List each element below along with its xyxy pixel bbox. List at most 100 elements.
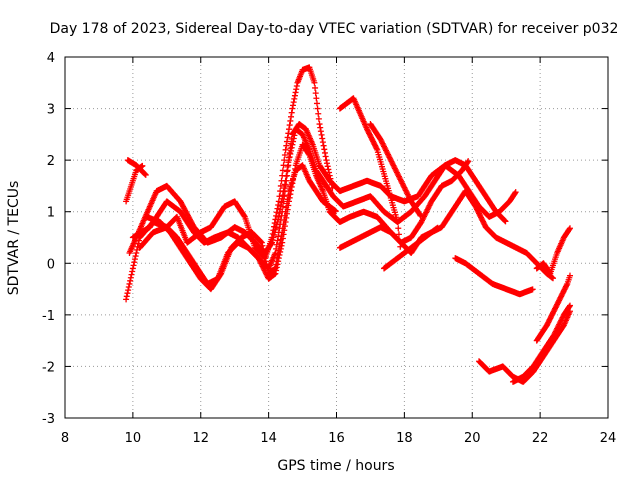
data-point (283, 204, 290, 211)
data-point (281, 193, 288, 200)
data-point (277, 236, 284, 243)
data-point (317, 128, 324, 135)
data-point (275, 202, 282, 209)
data-point (288, 109, 295, 116)
data-point (273, 261, 280, 268)
data-point (305, 150, 312, 157)
data-point (124, 290, 131, 297)
data-point (323, 160, 330, 167)
data-point (315, 115, 322, 122)
data-point (258, 238, 265, 245)
data-point (126, 280, 133, 287)
data-point (262, 255, 269, 262)
data-point (279, 225, 286, 232)
data-point (315, 110, 322, 117)
series-arc-14 (509, 302, 573, 385)
data-point (288, 147, 295, 154)
data-point (566, 225, 573, 232)
data-point (288, 113, 295, 120)
x-tick-label: 8 (61, 431, 69, 446)
data-point (318, 131, 325, 138)
data-point (550, 275, 557, 282)
data-point (264, 264, 271, 271)
data-point (320, 142, 327, 149)
data-point (287, 150, 294, 157)
data-point (283, 172, 290, 179)
data-point (268, 240, 275, 247)
data-point (465, 158, 472, 165)
data-point (273, 258, 280, 265)
data-point (272, 270, 279, 277)
data-point (131, 256, 138, 263)
x-tick-label: 24 (600, 431, 617, 446)
data-point (274, 254, 281, 261)
x-tick-label: 18 (396, 431, 413, 446)
data-point (278, 232, 285, 239)
data-point (512, 189, 519, 196)
data-points (123, 64, 573, 385)
x-tick-label: 22 (532, 431, 549, 446)
data-point (395, 231, 402, 238)
data-point (280, 221, 287, 228)
data-point (290, 135, 297, 142)
data-point (512, 190, 519, 197)
data-point (311, 79, 318, 86)
data-point (291, 132, 298, 139)
series-arc-16 (533, 225, 573, 277)
data-point (261, 252, 268, 259)
y-tick-label: 0 (47, 257, 55, 272)
y-tick-label: 3 (47, 103, 55, 118)
data-point (285, 157, 292, 164)
data-point (263, 261, 270, 268)
data-point (287, 117, 294, 124)
data-point (283, 177, 290, 184)
data-point (313, 95, 320, 102)
data-point (321, 146, 328, 153)
x-tick-label: 20 (464, 431, 481, 446)
series-arc-9 (336, 95, 404, 250)
data-point (284, 167, 291, 174)
data-point (281, 151, 288, 158)
chart-title: Day 178 of 2023, Sidereal Day-to-day VTE… (50, 21, 619, 37)
data-point (273, 212, 280, 219)
data-point (434, 224, 441, 231)
data-point (260, 245, 267, 252)
data-point (529, 286, 536, 293)
data-point (127, 274, 134, 281)
data-point (312, 90, 319, 97)
data-point (286, 122, 293, 129)
data-point (502, 218, 509, 225)
data-point (279, 229, 286, 236)
x-tick-label: 12 (192, 431, 209, 446)
series-arc-2 (124, 157, 149, 178)
data-point (395, 225, 402, 232)
data-point (129, 268, 136, 275)
data-point (283, 138, 290, 145)
data-point (312, 84, 319, 91)
data-point (324, 163, 331, 170)
data-point (272, 249, 279, 256)
data-point (129, 265, 136, 272)
data-point (125, 287, 132, 294)
data-point (131, 259, 138, 266)
x-axis-tick-labels: 8 10 12 14 16 18 20 22 24 (61, 431, 616, 446)
data-point (128, 271, 135, 278)
y-tick-label: 4 (47, 51, 55, 66)
data-point (501, 217, 508, 224)
data-point (258, 239, 265, 246)
data-point (130, 262, 137, 269)
y-tick-label: -1 (42, 309, 55, 324)
data-point (319, 135, 326, 142)
data-point (281, 216, 288, 223)
data-point (290, 138, 297, 145)
series-arc-11 (381, 224, 441, 272)
data-point (284, 196, 291, 203)
data-point (416, 211, 423, 218)
data-point (142, 171, 149, 178)
data-point (262, 258, 269, 265)
data-point (274, 205, 281, 212)
y-axis-tick-labels: -3 -2 -1 0 1 2 3 4 (42, 51, 55, 427)
series-arc-7 (143, 162, 339, 293)
data-point (394, 219, 401, 226)
